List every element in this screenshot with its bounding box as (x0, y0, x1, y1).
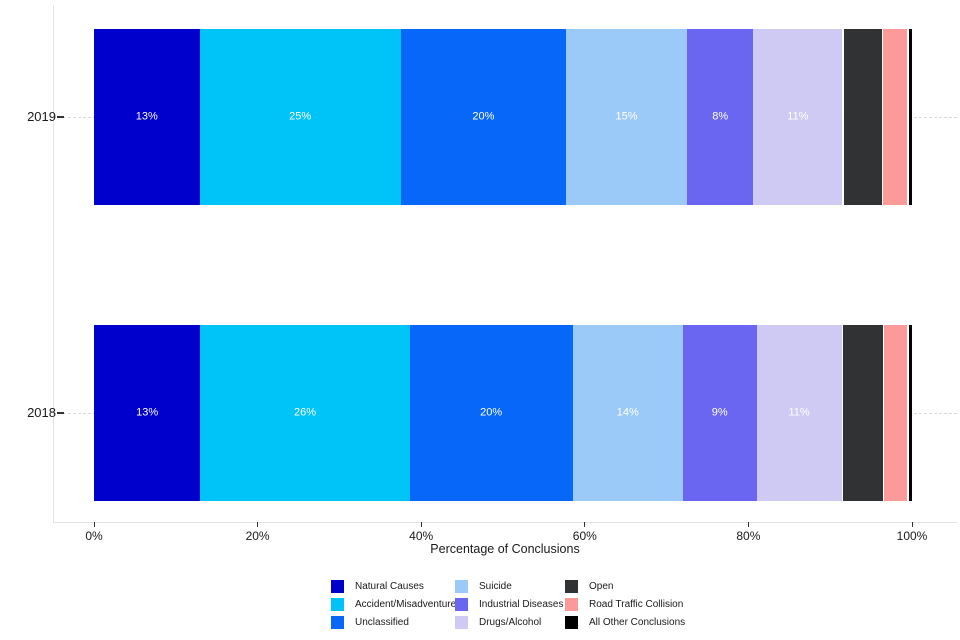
legend-label: Accident/Misadventure (355, 598, 457, 610)
legend-item-suicide: Suicide (455, 577, 563, 595)
legend-item-unclassified: Unclassified (331, 613, 456, 631)
legend-label: Unclassified (355, 616, 409, 628)
segment-industrial-diseases: 8% (687, 29, 754, 205)
y-axis-tick (57, 116, 64, 118)
x-axis-tick (911, 522, 913, 527)
segment-all-other-conclusions (908, 325, 912, 501)
segment-natural-causes: 13% (94, 29, 200, 205)
segment-open (843, 29, 882, 205)
legend-swatch (331, 597, 344, 611)
legend-swatch (455, 597, 468, 611)
legend-label: Open (589, 580, 614, 592)
segment-all-other-conclusions (908, 29, 912, 205)
x-axis-title: Percentage of Conclusions (430, 542, 580, 556)
segment-value-label: 9% (711, 406, 728, 419)
x-axis-label-40%: 40% (409, 529, 434, 543)
segment-value-label: 20% (480, 406, 503, 419)
legend-item-drugs-alcohol: Drugs/Alcohol (455, 613, 563, 631)
legend-column: Suicide Industrial Diseases Drugs/Alcohol (455, 577, 563, 631)
legend-swatch (331, 615, 344, 629)
x-axis-tick (93, 522, 95, 527)
legend-swatch (565, 597, 578, 611)
segment-suicide: 14% (572, 325, 683, 501)
segment-natural-causes: 13% (94, 325, 201, 501)
legend: Natural Causes Accident/Misadventure Uncla… (0, 577, 960, 633)
legend-label: Drugs/Alcohol (479, 616, 542, 628)
segment-value-label: 25% (289, 110, 312, 123)
x-axis-tick (747, 522, 749, 527)
y-axis-line (53, 5, 54, 523)
segment-value-label: 11% (787, 110, 809, 123)
segment-value-label: 13% (136, 406, 159, 419)
segment-road-traffic-collision (884, 325, 908, 501)
legend-item-road-traffic-collision: Road Traffic Collision (565, 595, 685, 613)
x-axis-tick (257, 522, 259, 527)
segment-value-label: 13% (135, 110, 158, 123)
segment-drugs-alcohol: 11% (753, 29, 843, 205)
segment-suicide: 15% (565, 29, 688, 205)
segment-value-label: 8% (712, 110, 729, 123)
legend-label: Road Traffic Collision (589, 598, 684, 610)
legend-swatch (565, 579, 578, 593)
x-axis-tick (584, 522, 586, 527)
legend-item-all-other-conclusions: All Other Conclusions (565, 613, 685, 631)
legend-item-industrial-diseases: Industrial Diseases (455, 595, 563, 613)
legend-item-natural-causes: Natural Causes (331, 577, 456, 595)
segment-unclassified: 20% (400, 29, 566, 205)
legend-label: All Other Conclusions (589, 616, 686, 628)
legend-item-open: Open (565, 577, 685, 595)
segment-unclassified: 20% (409, 325, 573, 501)
segment-industrial-diseases: 9% (682, 325, 757, 501)
y-axis-label-2019: 2019 (27, 109, 56, 124)
x-axis-label-60%: 60% (572, 529, 597, 543)
segment-road-traffic-collision (883, 29, 908, 205)
segment-accident-misadventure: 26% (200, 325, 410, 501)
legend-column: Open Road Traffic Collision All Other Conc… (565, 577, 685, 631)
x-axis-tick (420, 522, 422, 527)
x-axis-label-100%: 100% (896, 529, 928, 543)
legend-label: Suicide (479, 580, 512, 592)
y-axis-label-2018: 2018 (27, 405, 56, 420)
legend-label: Natural Causes (355, 580, 424, 592)
segment-value-label: 20% (472, 110, 495, 123)
segment-accident-misadventure: 25% (199, 29, 401, 205)
segment-value-label: 14% (616, 406, 639, 419)
legend-swatch (331, 579, 344, 593)
segment-value-label: 15% (615, 110, 638, 123)
bar-2018: 13% 26% 20% 14% 9% 11% (0, 325, 960, 501)
segment-open (843, 325, 883, 501)
x-axis-line (53, 522, 957, 523)
legend-item-accident-misadventure: Accident/Misadventure (331, 595, 456, 613)
legend-label: Industrial Diseases (479, 598, 564, 610)
segment-value-label: 26% (294, 406, 317, 419)
bar-2019: 13% 25% 20% 15% 8% 11% (0, 29, 960, 205)
legend-swatch (455, 579, 468, 593)
x-axis-label-80%: 80% (736, 529, 761, 543)
legend-swatch (455, 615, 468, 629)
y-axis-tick (57, 412, 64, 414)
segment-value-label: 11% (788, 406, 810, 419)
x-axis-label-20%: 20% (245, 529, 270, 543)
segment-drugs-alcohol: 11% (756, 325, 842, 501)
legend-column: Natural Causes Accident/Misadventure Uncla… (331, 577, 456, 631)
x-axis-label-0%: 0% (85, 529, 103, 543)
legend-swatch (565, 615, 578, 629)
